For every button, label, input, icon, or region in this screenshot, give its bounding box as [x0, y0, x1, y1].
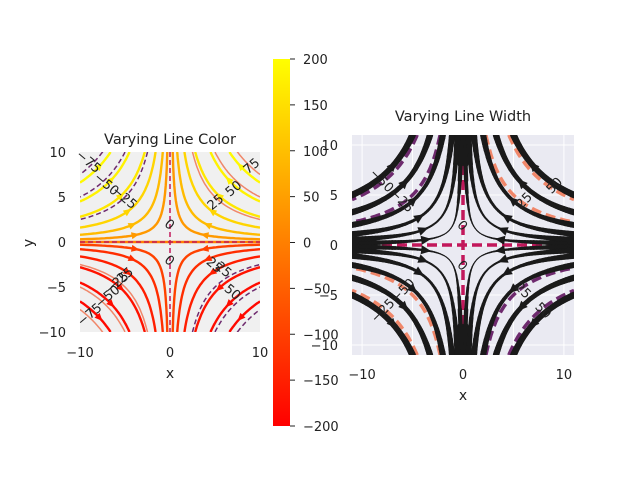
right-y-tick-label: 10: [321, 139, 338, 154]
right-streamline-segment: [352, 295, 354, 296]
colorbar-tick-label: 0: [303, 237, 311, 252]
right-streamline-segment: [460, 165, 461, 181]
colorbar-tick-label: 50: [303, 191, 320, 206]
right-x-tick-label: 0: [459, 368, 467, 383]
left-y-ticks: 10 5 0 −5 −10: [39, 146, 66, 341]
right-streamline-segment: [352, 212, 355, 213]
right-streamline-segment: [467, 193, 468, 203]
left-x-tick-label: 10: [252, 346, 269, 361]
right-streamline-segment: [458, 287, 459, 297]
right-streamline-segment: [352, 194, 354, 195]
right-x-tick-label: −10: [348, 368, 375, 383]
colorbar-gradient: [273, 59, 290, 426]
right-streamline-segment: [468, 280, 469, 287]
right-streamline-segment: [466, 297, 467, 310]
left-y-tick-label: 0: [58, 236, 66, 251]
right-streamline-segment: [469, 275, 470, 281]
right-streamline-segment: [572, 295, 574, 296]
left-y-tick-label: −10: [39, 326, 66, 341]
right-streamline-segment: [466, 181, 467, 194]
colorbar-tick-label: 150: [303, 99, 328, 114]
right-streamline-segment: [466, 310, 467, 326]
right-streamline-segment: [467, 287, 468, 297]
right-streamline-segment: [459, 297, 460, 310]
right-streamline-segment: [571, 265, 574, 266]
right-x-axis-label: x: [459, 388, 467, 404]
right-streamline-segment: [457, 280, 458, 287]
colorbar-tick-label: −200: [303, 420, 339, 435]
right-x-tick-label: 10: [556, 368, 573, 383]
right-y-tick-label: −10: [311, 339, 338, 354]
right-streamline-segment: [469, 210, 470, 216]
right-streamline-segment: [459, 181, 460, 194]
right-x-ticks: −10 0 10: [348, 368, 572, 383]
right-streamline-segment: [572, 194, 574, 195]
right-plot-title: Varying Line Width: [395, 109, 531, 125]
right-streamline-segment: [352, 265, 355, 266]
left-x-tick-label: 0: [166, 346, 174, 361]
right-y-tick-label: −5: [319, 289, 338, 304]
right-y-tick-label: 0: [330, 239, 338, 254]
left-y-tick-label: 10: [49, 146, 66, 161]
right-streamline-segment: [352, 224, 355, 225]
right-streamline-segment: [456, 210, 457, 216]
right-streamline-segment: [571, 224, 574, 225]
right-streamline-segment: [571, 212, 574, 213]
left-x-axis-label: x: [166, 366, 174, 382]
right-streamline-segment: [468, 203, 469, 210]
left-y-tick-label: −5: [47, 281, 66, 296]
right-streamline-segment: [466, 165, 467, 181]
left-x-ticks: −10 0 10: [66, 346, 268, 361]
right-streamline-segment: [571, 278, 574, 279]
colorbar-tick-label: −150: [303, 374, 339, 389]
left-y-tick-label: 5: [58, 191, 66, 206]
left-plot-title: Varying Line Color: [104, 132, 236, 148]
right-streamline-segment: [457, 203, 458, 210]
right-y-ticks: 10 5 0 −5 −10: [311, 139, 338, 354]
left-x-tick-label: −10: [66, 346, 93, 361]
right-streamline-segment: [456, 275, 457, 281]
right-y-tick-label: 5: [330, 189, 338, 204]
right-streamline-segment: [460, 310, 461, 326]
right-streamline-segment: [352, 278, 355, 279]
colorbar-tick-label: 200: [303, 53, 328, 68]
left-y-axis-label: y: [21, 239, 37, 247]
right-streamline-segment: [458, 193, 459, 203]
